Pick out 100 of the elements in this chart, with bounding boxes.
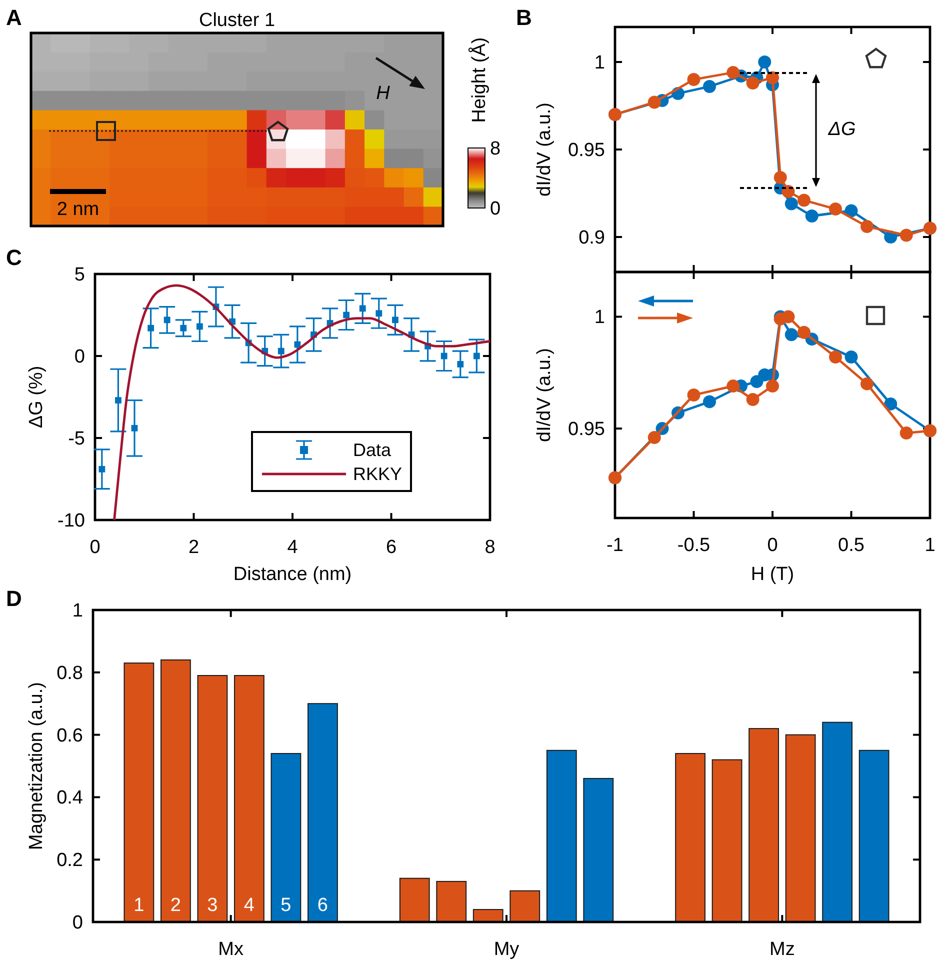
point <box>844 204 858 218</box>
point <box>440 352 448 360</box>
point <box>180 324 187 332</box>
point <box>687 73 700 86</box>
text: C <box>6 245 22 270</box>
x-tick-label: 0 <box>90 537 100 558</box>
y-tick-label: 0.2 <box>56 850 83 872</box>
bar <box>858 750 890 922</box>
point <box>703 395 716 408</box>
x-axis-title: H (T) <box>750 564 794 585</box>
point <box>294 341 301 348</box>
point <box>703 80 716 93</box>
point <box>148 324 154 332</box>
color-bar-label: 0 <box>490 198 501 220</box>
bar <box>234 675 264 922</box>
point <box>782 310 795 324</box>
y-tick-label: 0.95 <box>568 140 605 161</box>
bar <box>546 750 577 922</box>
x-tick-label: 0 <box>767 535 778 556</box>
y-tick-label: -5 <box>68 428 85 450</box>
bar <box>308 703 338 922</box>
bar <box>197 675 228 922</box>
y-tick-label: 1 <box>594 52 605 74</box>
point <box>687 388 700 402</box>
point <box>196 323 203 330</box>
y-tick-label: 0.8 <box>56 662 83 684</box>
x-tick-label: Mz <box>770 939 795 960</box>
point <box>900 228 913 242</box>
point <box>829 350 842 364</box>
point <box>726 380 740 393</box>
text: D <box>6 586 22 611</box>
point <box>746 392 760 406</box>
point <box>860 220 874 233</box>
point <box>359 305 366 312</box>
point <box>798 194 810 207</box>
bar <box>510 890 540 922</box>
x-tick-label: 2 <box>188 537 200 558</box>
legend-label: Data <box>353 440 392 460</box>
point <box>648 96 661 109</box>
point <box>457 361 464 368</box>
annotation: H <box>376 83 390 104</box>
point <box>343 312 350 318</box>
series-label: 4 <box>244 895 255 916</box>
y-tick-label: 0 <box>72 912 83 934</box>
x-tick-label: My <box>494 939 520 960</box>
chart-title: Cluster 1 <box>198 10 276 31</box>
y-tick-label: 0 <box>74 346 85 368</box>
bar <box>399 878 430 922</box>
y-axis-title: Magnetization (a.u.) <box>26 682 47 850</box>
bar <box>124 662 154 922</box>
bar <box>472 909 504 922</box>
y-tick-label: 5 <box>74 264 85 286</box>
bar <box>436 880 467 922</box>
legend-label: RKKY <box>353 464 402 484</box>
point <box>860 377 874 390</box>
y-axis-title: dI/dV (a.u.) <box>534 102 555 196</box>
point <box>648 430 661 444</box>
point <box>884 397 898 410</box>
series-label: 3 <box>207 895 218 916</box>
y-axis-title: dI/dV (a.u.) <box>534 348 555 442</box>
point <box>900 426 913 440</box>
y-tick-label: 0.6 <box>56 725 83 746</box>
y-axis-title: ΔG (%) <box>26 366 47 428</box>
point <box>774 171 787 184</box>
annotation: ΔG <box>827 119 856 140</box>
point <box>98 466 106 472</box>
point <box>829 202 842 216</box>
bar <box>822 722 852 922</box>
point <box>805 210 818 222</box>
bar <box>160 659 191 922</box>
series-label: 1 <box>134 895 144 916</box>
y-tick-label: 1 <box>72 600 83 622</box>
y-tick-label: -10 <box>58 510 85 532</box>
y-tick-label: 0.9 <box>578 228 605 248</box>
point <box>392 316 398 324</box>
point <box>798 326 810 339</box>
series-label: 6 <box>317 895 328 916</box>
point <box>844 350 858 364</box>
bar <box>712 759 742 922</box>
point <box>758 56 772 68</box>
point <box>766 380 779 393</box>
x-tick-label: 4 <box>287 537 298 558</box>
x-tick-label: 8 <box>484 537 496 558</box>
bar <box>270 753 302 922</box>
line-series <box>113 284 490 520</box>
color-bar-title: Height (Å) <box>468 37 490 123</box>
x-tick-label: 0.5 <box>838 535 864 556</box>
series-label: 2 <box>170 895 181 916</box>
point <box>131 424 138 432</box>
x-tick-label: 1 <box>924 535 936 556</box>
color-bar-label: 8 <box>490 138 501 160</box>
bar <box>675 753 706 922</box>
y-tick-label: 1 <box>594 307 605 328</box>
y-tick-label: 0.4 <box>56 788 84 809</box>
point <box>746 76 760 90</box>
x-tick-label: 6 <box>386 537 397 558</box>
point <box>726 66 740 79</box>
x-tick-label: Mx <box>218 939 244 960</box>
point <box>473 352 480 360</box>
point <box>766 71 779 84</box>
